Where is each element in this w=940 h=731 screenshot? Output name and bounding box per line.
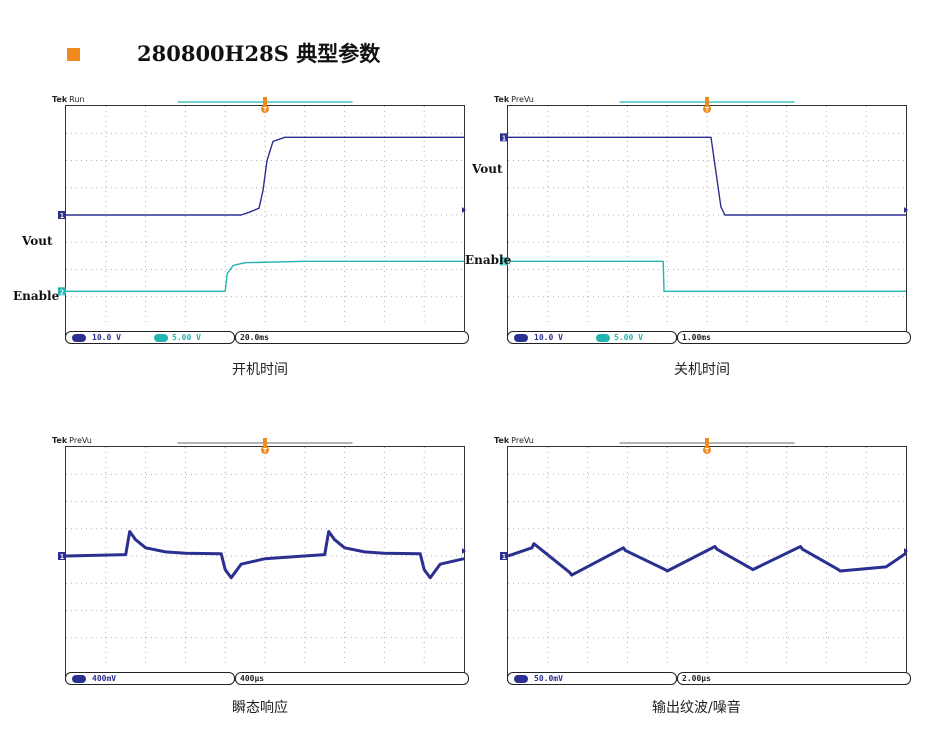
trigger-label: T	[263, 107, 268, 114]
timebase: 400μs	[240, 674, 265, 683]
scope-brand: Tek PreVu	[52, 436, 92, 445]
scope-brand: Tek PreVu	[494, 436, 534, 445]
trigger-label: T	[705, 107, 710, 114]
label-vout: Vout	[472, 162, 503, 176]
scope-brand: Tek Run	[52, 95, 85, 104]
title-bullet-icon	[67, 48, 80, 61]
ch2-marker-label: 2	[502, 258, 506, 266]
timebase: 20.0ms	[240, 333, 269, 342]
ch1-marker-label: 1	[60, 553, 64, 561]
ch1-marker-icon: 1	[500, 133, 508, 142]
trigger-icon: T	[261, 438, 269, 455]
ch2-scale: 5.00 V	[614, 333, 643, 342]
trigger-icon: T	[703, 438, 711, 455]
trigger-label: T	[263, 448, 268, 455]
ch1-scale: 10.0 V	[534, 333, 563, 342]
ch2-marker-label: 2	[60, 288, 64, 296]
trace-vout-ch1	[65, 530, 465, 580]
channel-scale-box: 10.0 V 5.00 V	[65, 331, 235, 344]
channel-scale-box: 50.0mV	[507, 672, 677, 685]
level-arrow-icon	[462, 548, 466, 554]
label-enable: Enable	[465, 253, 512, 267]
ch1-marker-label: 1	[502, 134, 506, 142]
trigger-icon: T	[261, 97, 269, 114]
trace-vout-ch1	[507, 542, 907, 577]
channel-scale-box: 10.0 V 5.00 V	[507, 331, 677, 344]
scope-screen: T1	[58, 438, 466, 665]
level-arrow-icon	[904, 207, 908, 213]
timebase: 2.00μs	[682, 674, 711, 683]
ch1-pill-icon	[514, 675, 528, 683]
ch1-marker-icon: 1	[58, 211, 66, 220]
ch1-scale: 50.0mV	[534, 674, 563, 683]
ch2-pill-icon	[596, 334, 610, 342]
trigger-label: T	[705, 448, 710, 455]
scope-brand: Tek PreVu	[494, 95, 534, 104]
timebase: 1.00ms	[682, 333, 711, 342]
ch2-marker-icon: 2	[500, 257, 508, 266]
scope-screen: T 1 2	[500, 97, 908, 324]
scope-startup: Tek Run T 1 2 10.0 V 5.00 V 20.0ms	[52, 95, 469, 344]
channel-scale-box: 400mV	[65, 672, 235, 685]
timebase-box: 400μs	[235, 672, 469, 685]
trace-vout-ch1	[66, 136, 464, 216]
timebase-box: 20.0ms	[235, 331, 469, 344]
ch2-marker-icon: 2	[58, 287, 66, 296]
ch2-pill-icon	[154, 334, 168, 342]
ch1-pill-icon	[72, 675, 86, 683]
ch2-scale: 5.00 V	[172, 333, 201, 342]
scope-shutdown: Tek PreVu T 1 2 10.0 V 5.00 V 1.00ms	[494, 95, 911, 344]
trace-enable-ch2	[508, 260, 906, 293]
caption-transient: 瞬态响应	[232, 700, 288, 716]
ch1-marker-icon: 1	[500, 552, 508, 561]
ch1-marker-label: 1	[60, 212, 64, 220]
trace-enable-ch2	[66, 260, 464, 293]
level-arrow-icon	[462, 207, 466, 213]
timebase-box: 1.00ms	[677, 331, 911, 344]
scope-screen: T1	[500, 438, 908, 665]
trace-vout-ch1	[508, 136, 906, 216]
caption-ripple: 输出纹波/噪音	[652, 700, 741, 716]
level-arrow-icon	[904, 548, 908, 554]
label-enable: Enable	[13, 289, 60, 303]
page-title: 280800H28S 典型参数	[137, 41, 381, 66]
timebase-box: 2.00μs	[677, 672, 911, 685]
ch1-marker-icon: 1	[58, 552, 66, 561]
ch1-pill-icon	[72, 334, 86, 342]
caption-shutdown: 关机时间	[674, 362, 730, 378]
ch1-marker-label: 1	[502, 553, 506, 561]
scope-screen: T 1 2	[58, 97, 466, 324]
trigger-icon: T	[703, 97, 711, 114]
caption-startup: 开机时间	[232, 362, 288, 378]
label-vout: Vout	[22, 234, 53, 248]
ch1-pill-icon	[514, 334, 528, 342]
ch1-scale: 10.0 V	[92, 333, 121, 342]
ch1-scale: 400mV	[92, 674, 117, 683]
